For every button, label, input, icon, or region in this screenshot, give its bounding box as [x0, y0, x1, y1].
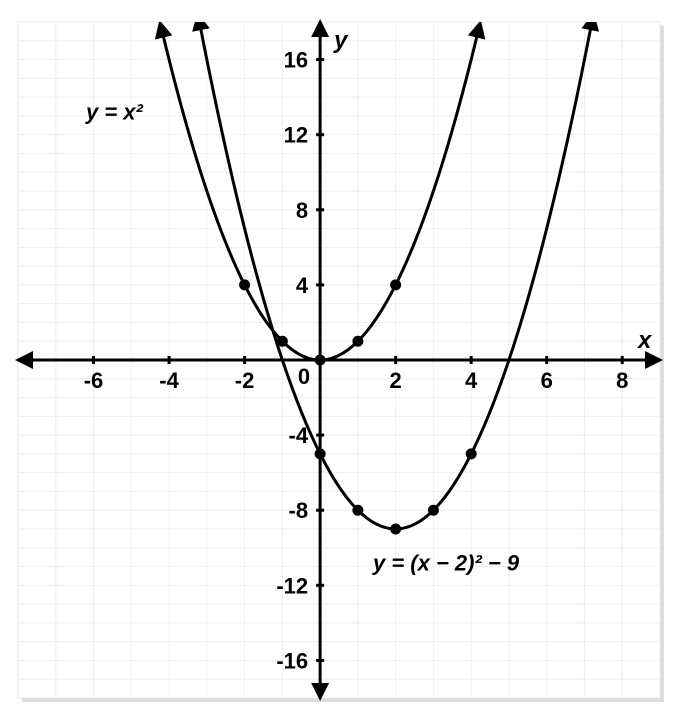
data-point: [352, 336, 363, 347]
y-equals-x-minus-2-sq-minus-9-label: y = (x − 2)² − 9: [372, 550, 520, 575]
data-point: [315, 448, 326, 459]
y-tick-label: 4: [296, 273, 309, 298]
y-tick-label: 12: [284, 123, 308, 148]
data-point: [428, 505, 439, 516]
x-tick-label: -2: [235, 368, 255, 393]
x-tick-label: 8: [616, 368, 628, 393]
origin-label: 0: [298, 364, 310, 389]
data-point: [315, 355, 326, 366]
chart-container: -6 -4 -2 2 4 6 8 -16 -12 -8 -4 4 8 12 16 0 y x y = x² y = (…: [0, 0, 678, 720]
data-point: [239, 279, 250, 290]
x-tick-label: -6: [84, 368, 104, 393]
x-tick-label: 4: [465, 368, 478, 393]
y-tick-label: -16: [276, 648, 308, 673]
x-tick-label: 2: [390, 368, 402, 393]
y-tick-label: -12: [276, 573, 308, 598]
y-tick-label: -4: [289, 423, 309, 448]
x-axis-label: x: [636, 327, 653, 354]
y-tick-label: -8: [289, 498, 309, 523]
data-point: [390, 524, 401, 535]
data-point: [466, 448, 477, 459]
y-equals-x-squared-label: y = x²: [85, 100, 144, 125]
data-point: [352, 505, 363, 516]
x-tick-label: 6: [541, 368, 553, 393]
y-axis-label: y: [333, 27, 349, 54]
y-tick-label: 16: [284, 48, 308, 73]
chart-svg: -6 -4 -2 2 4 6 8 -16 -12 -8 -4 4 8 12 16 0 y x y = x² y = (…: [0, 0, 678, 720]
data-point: [390, 279, 401, 290]
y-tick-label: 8: [296, 198, 308, 223]
x-tick-label: -4: [159, 368, 179, 393]
